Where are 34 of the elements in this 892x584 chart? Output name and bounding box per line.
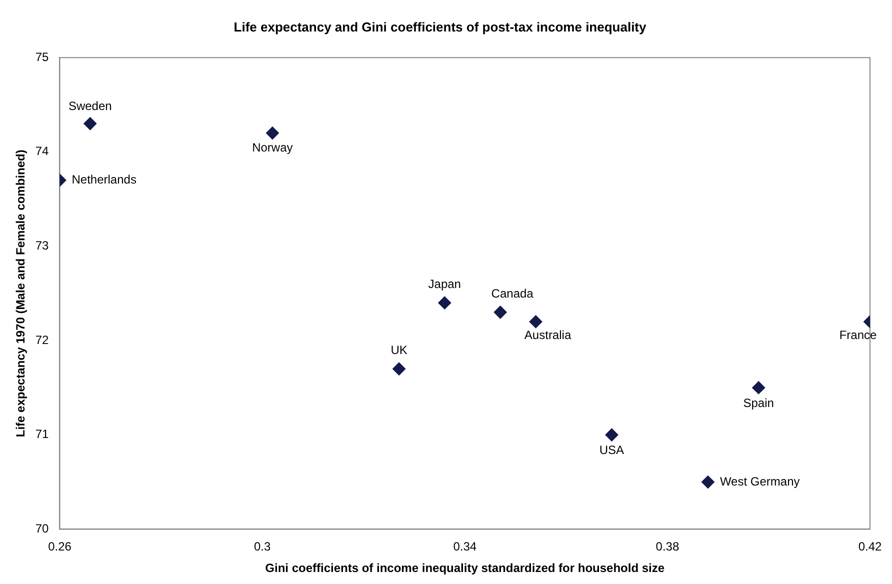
annotation: Japan — [428, 277, 461, 292]
x-tick-label: 0.26 — [48, 540, 72, 554]
annotation: France — [839, 328, 877, 342]
chart-title: Life expectancy and Gini coefficients of post-tax income inequality — [234, 19, 648, 34]
x-tick-label: 0.34 — [453, 540, 477, 554]
y-axis-title: Life expectancy 1970 (Male and Female combined) — [14, 150, 28, 438]
point — [529, 315, 542, 328]
point — [701, 476, 714, 489]
y-tick-label: 74 — [35, 144, 50, 158]
point — [266, 126, 279, 140]
annotation: Australia — [524, 328, 572, 342]
annotation: UK — [390, 343, 408, 358]
point — [494, 306, 507, 319]
point — [605, 428, 618, 442]
point — [392, 362, 406, 376]
point — [752, 381, 766, 394]
annotation: USA — [599, 443, 624, 458]
y-tick-label: 70 — [35, 522, 50, 536]
y-tick-label: 73 — [35, 238, 50, 253]
x-tick-label: 0.38 — [656, 540, 680, 554]
annotation: Canada — [491, 286, 534, 301]
y-tick-label: 71 — [35, 427, 50, 442]
annotation: West Germany — [720, 474, 800, 488]
x-tick-label: 0.42 — [858, 540, 882, 554]
annotation: Netherlands — [72, 172, 136, 187]
y-tick-label: 72 — [35, 332, 50, 347]
x-axis-title: Gini coefficients of income inequality standardized for household size — [265, 561, 665, 576]
x-tick-label: 0.3 — [254, 540, 271, 554]
point — [84, 117, 97, 130]
point — [438, 296, 452, 310]
annotation: Norway — [252, 140, 293, 154]
annotation: Spain — [743, 396, 774, 410]
annotation: Sweden — [68, 98, 112, 113]
y-tick-label: 75 — [35, 50, 50, 64]
